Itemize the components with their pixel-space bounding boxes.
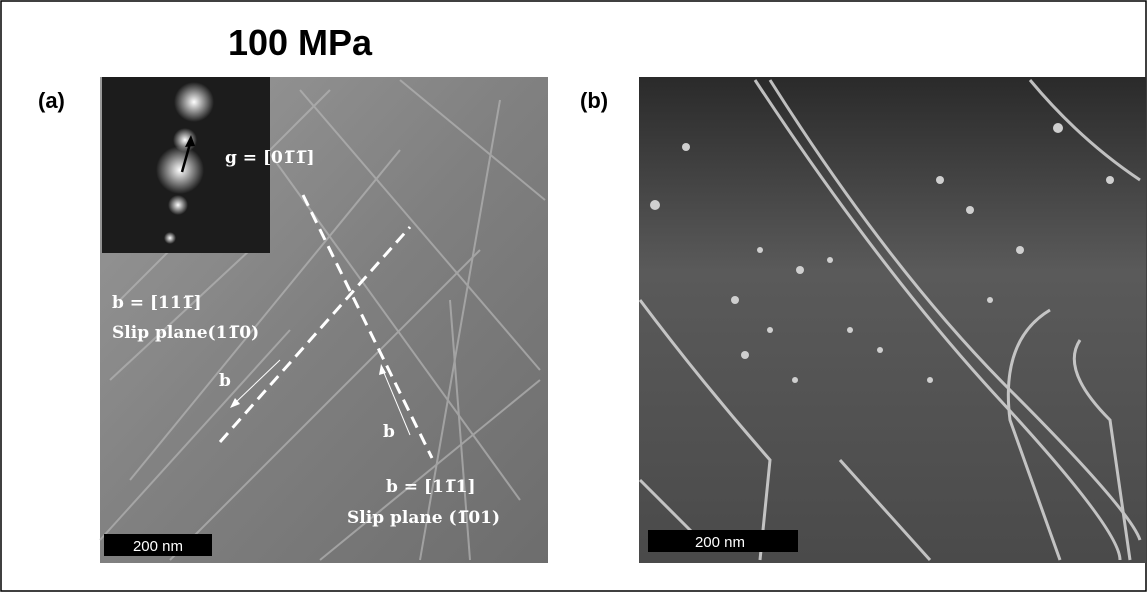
slip-plane: Slip plane (1̅01)	[347, 508, 500, 528]
micrograph-a: g = [01̅1̅] b = [111̅] Slip plane(11̅0) …	[100, 77, 548, 563]
slip-plane: Slip plane(11̅0)	[112, 323, 259, 343]
scale-bar: 200 nm	[695, 534, 745, 551]
burgers-vector: b = [111̅]	[112, 293, 202, 313]
figure: 100 MPa (a) (b) g = [01̅1̅] b = [111̅] S…	[0, 0, 1147, 592]
arrow-label: b	[383, 422, 395, 442]
scale-bar: 200 nm	[133, 538, 183, 555]
burgers-vector: b = [11̅1]	[386, 477, 476, 497]
g-vector: g = [01̅1̅]	[225, 148, 315, 168]
panel-label: (b)	[580, 88, 608, 113]
panel-label: (a)	[38, 88, 65, 113]
arrow-label: b	[219, 371, 231, 391]
micrograph-b: 200 nm	[639, 77, 1146, 563]
figure-title: 100 MPa	[228, 22, 373, 63]
